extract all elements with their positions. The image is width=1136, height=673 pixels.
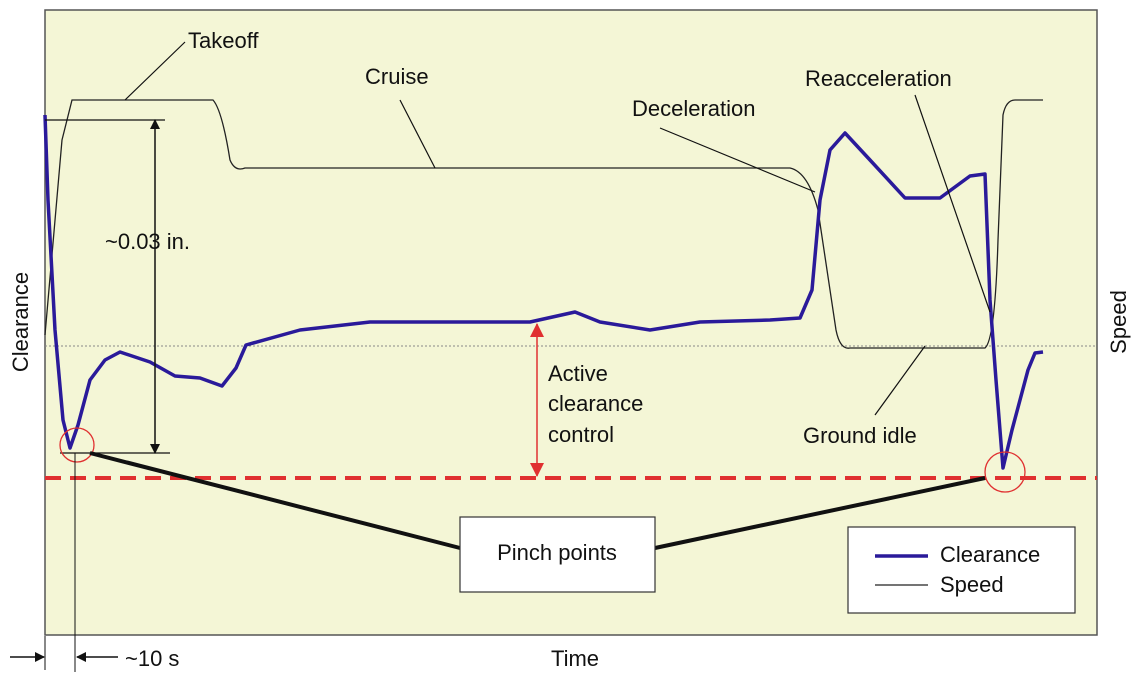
label: ~0.03 in. [105,229,190,254]
pinch-leader [654,476,986,550]
speed-curve [44,99,1043,349]
leader [659,127,816,193]
pinch-box [459,516,656,593]
legend [847,526,1076,614]
label: Pinch points [497,540,617,565]
leader [874,345,926,416]
leader [914,94,991,313]
label: Deceleration [632,96,756,121]
x-axis-label: Time [551,646,599,671]
y2-axis-label: Speed [1106,290,1131,354]
legend-label: Clearance [940,542,1040,567]
label: Reacceleration [805,66,952,91]
leader [399,99,436,169]
label: ~10 s [125,646,179,671]
y-axis-label: Clearance [8,272,33,372]
pinch-leader [89,451,461,550]
clearance-curve [43,114,1044,470]
legend-label: Speed [940,572,1004,597]
label: Cruise [365,64,429,89]
pinch-circle [984,451,1026,493]
leader [124,41,186,101]
label: Takeoff [188,28,259,53]
label: Ground idle [803,423,917,448]
label: clearance [548,391,643,416]
label: Active [548,361,608,386]
label: control [548,422,614,447]
pinch-circle [59,427,95,463]
